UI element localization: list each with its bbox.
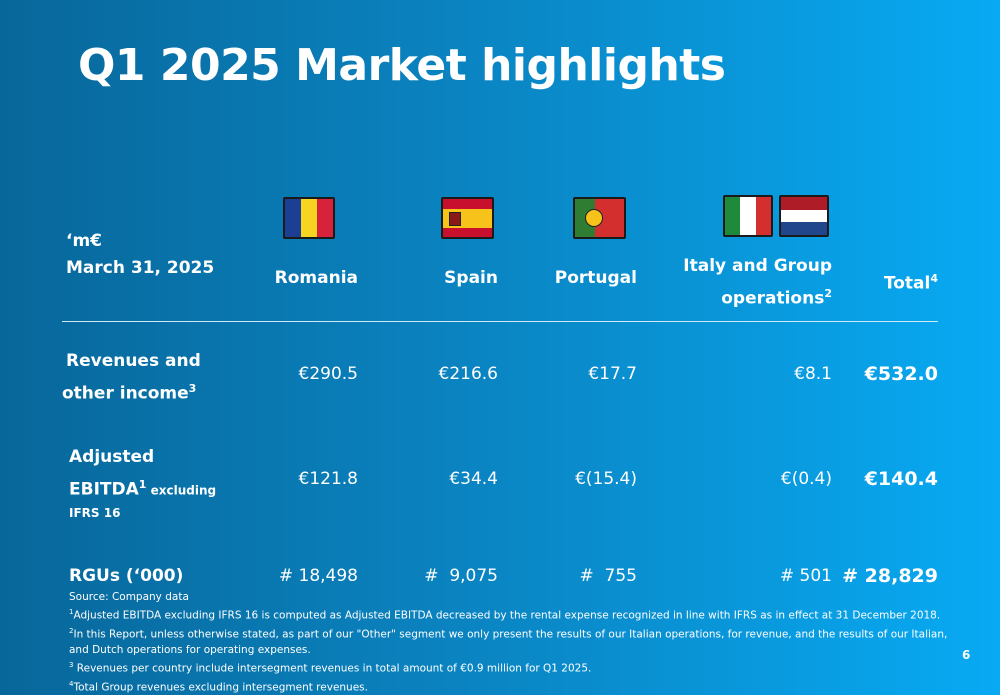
footnote-3: 3 Revenues per country include intersegm…	[69, 660, 592, 675]
date-label: March 31, 2025	[66, 258, 215, 278]
netherlands-flag-icon	[779, 195, 829, 237]
column-header-italy-line2: operations2	[721, 287, 832, 309]
revenues-romania: €290.5	[298, 364, 358, 384]
header-divider	[62, 321, 938, 322]
rgus-italy-group: # 501	[779, 566, 832, 586]
footnote-2: 2In this Report, unless otherwise stated…	[69, 626, 948, 656]
column-header-italy-group: Italy and Group operations2	[683, 253, 832, 313]
unit-label: ‘m€	[66, 231, 103, 251]
italy-flag-icon	[723, 195, 773, 237]
column-header-spain: Spain	[444, 268, 498, 288]
revenues-total: €532.0	[864, 363, 938, 385]
revenues-italy-group: €8.1	[794, 364, 832, 384]
ebitda-portugal: €(15.4)	[575, 469, 637, 489]
rgus-romania: # 18,498	[278, 566, 358, 586]
footnote-4: 4Total Group revenues excluding interseg…	[69, 679, 368, 694]
column-header-total: Total4	[883, 272, 938, 294]
table-header-left: ‘m€ March 31, 2025	[66, 228, 214, 282]
column-header-portugal: Portugal	[554, 268, 637, 288]
column-header-romania: Romania	[274, 268, 358, 288]
ebitda-italy-group: €(0.4)	[780, 469, 832, 489]
revenues-spain: €216.6	[438, 364, 498, 384]
portugal-flag-icon	[573, 197, 626, 239]
ebitda-romania: €121.8	[298, 469, 358, 489]
ebitda-spain: €34.4	[449, 469, 498, 489]
revenues-portugal: €17.7	[588, 364, 637, 384]
page-number: 6	[962, 648, 971, 662]
spain-flag-icon	[441, 197, 494, 239]
ebitda-total: €140.4	[864, 468, 938, 490]
page-title: Q1 2025 Market highlights	[78, 40, 726, 91]
row-label-revenues: Revenues and other income3	[62, 351, 201, 404]
rgus-total: # 28,829	[842, 565, 938, 587]
footnote-1: 1Adjusted EBITDA excluding IFRS 16 is co…	[69, 608, 941, 622]
rgus-portugal: # 755	[579, 566, 638, 586]
rgus-spain: # 9,075	[424, 566, 498, 586]
column-header-italy-line1: Italy and Group	[683, 256, 832, 276]
romania-flag-icon	[283, 197, 335, 239]
row-label-adjusted-ebitda: Adjusted EBITDA1 excluding IFRS 16	[69, 447, 217, 520]
row-label-rgus: RGUs (‘000)	[69, 566, 184, 586]
source-note: Source: Company data	[69, 591, 189, 603]
footnotes: Source: Company data 1Adjusted EBITDA ex…	[69, 590, 959, 695]
